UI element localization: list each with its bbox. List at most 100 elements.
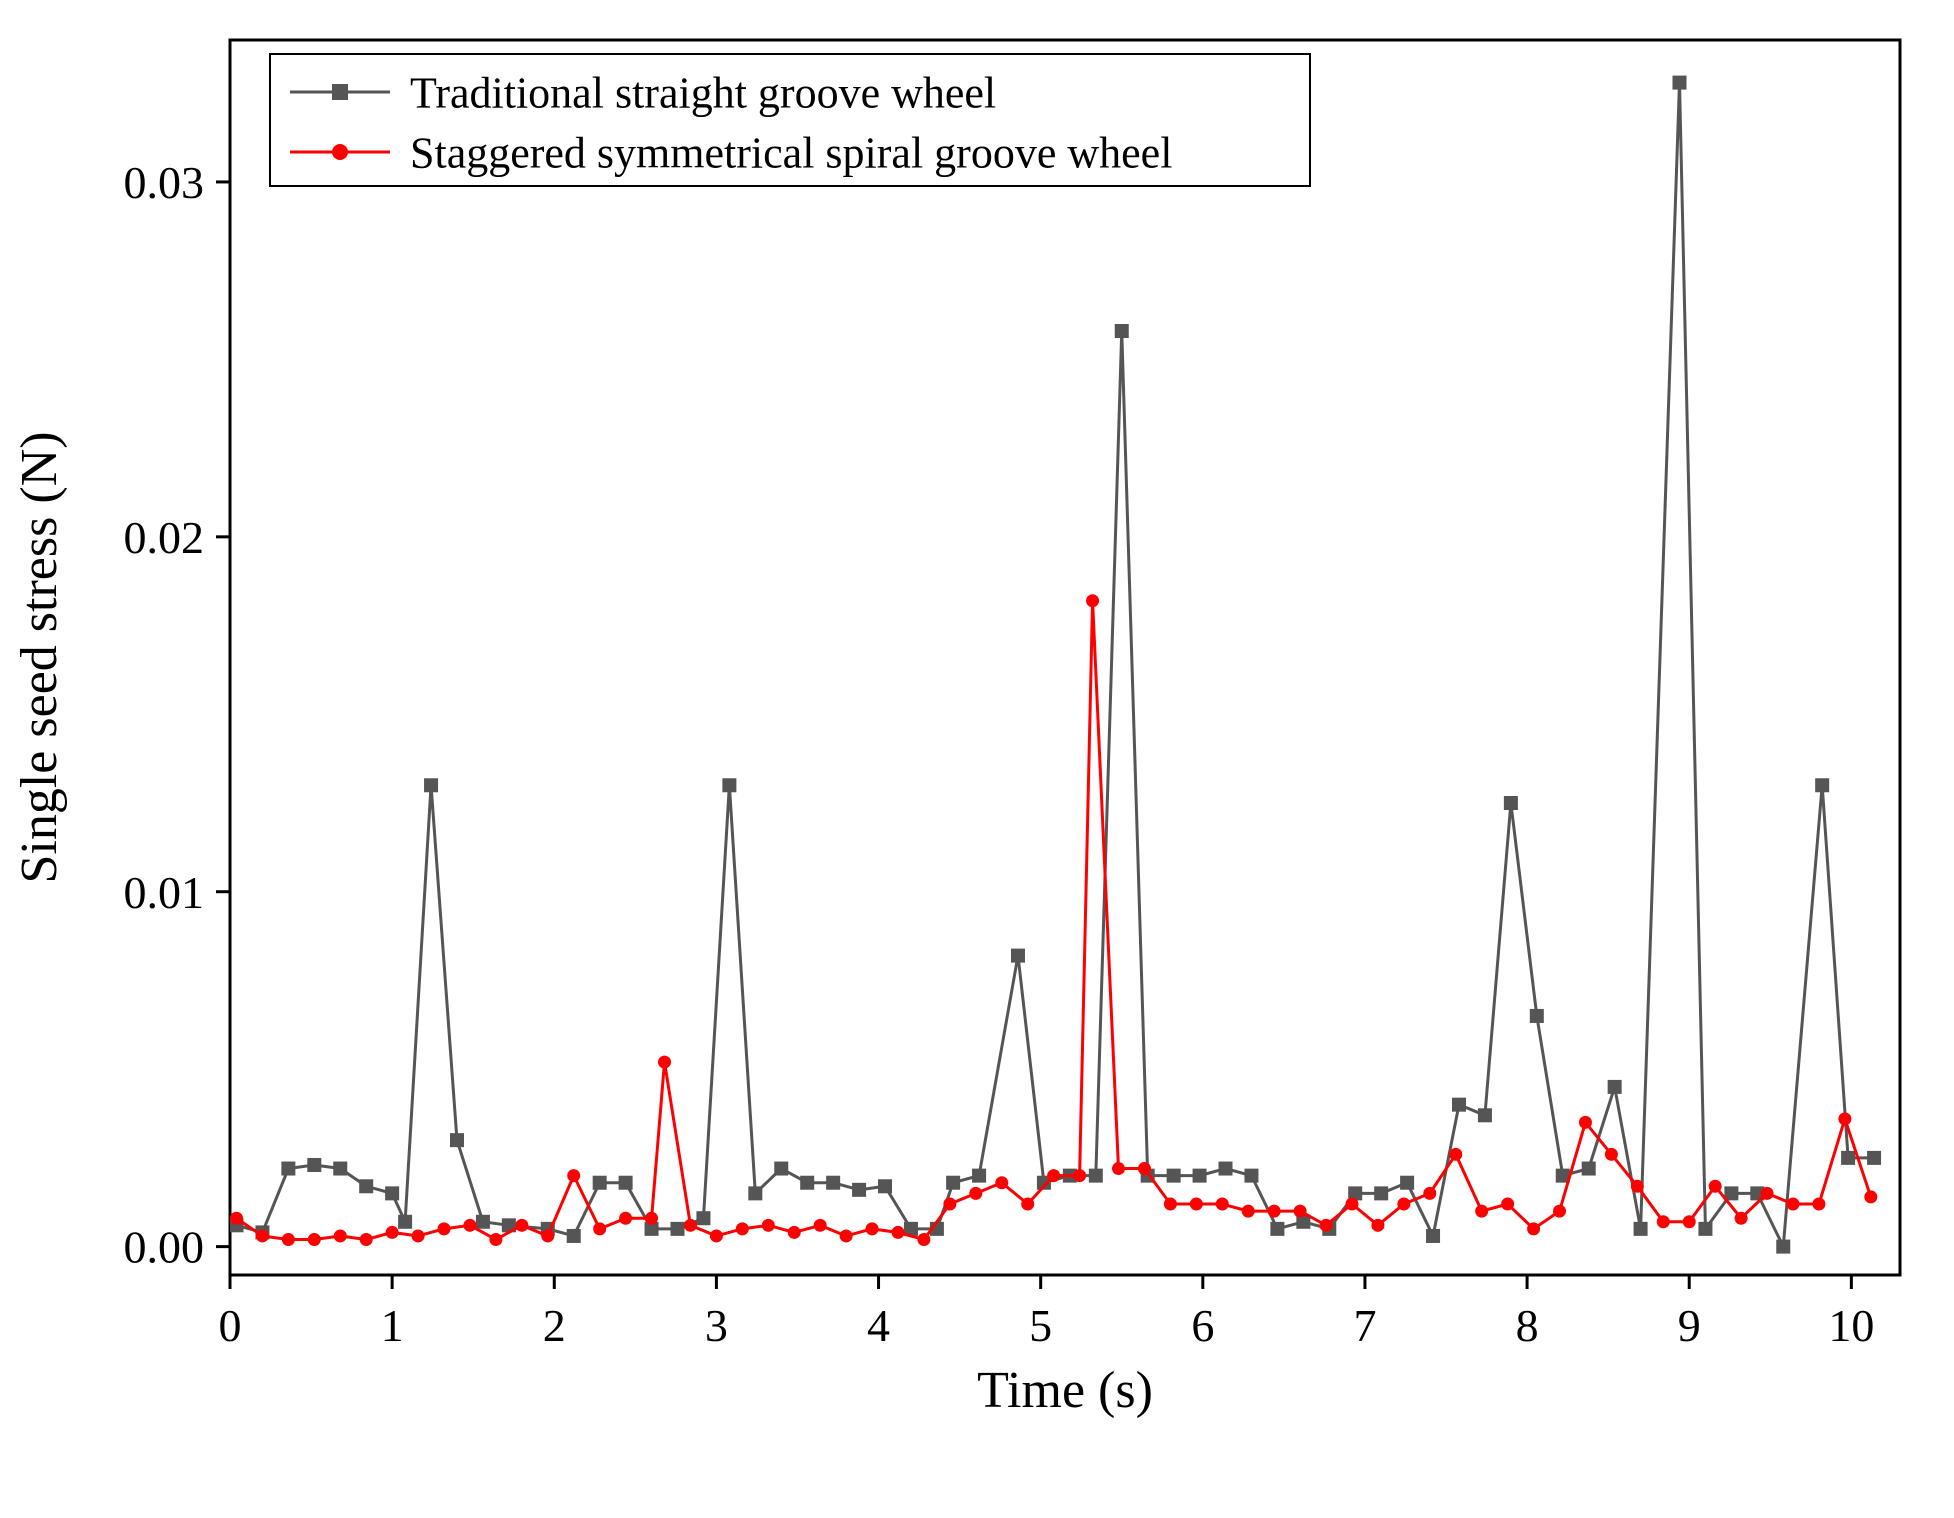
plot-frame [230,40,1900,1275]
marker-circle [360,1233,373,1246]
x-tick-label: 8 [1516,1300,1539,1351]
marker-circle [567,1169,580,1182]
marker-circle [230,1212,243,1225]
marker-square [1219,1162,1233,1176]
y-tick-label: 0.01 [124,867,205,918]
marker-square [385,1186,399,1200]
marker-circle [762,1219,775,1232]
chart-svg: 0123456789100.000.010.020.03Time (s)Sing… [0,0,1954,1518]
marker-circle [1073,1169,1086,1182]
marker-square [476,1215,490,1229]
legend-label: Traditional straight groove wheel [410,68,996,117]
marker-circle [1190,1198,1203,1211]
marker-square [593,1176,607,1190]
marker-circle [1838,1112,1851,1125]
marker-square [1815,778,1829,792]
x-tick-label: 7 [1353,1300,1376,1351]
marker-circle [995,1176,1008,1189]
marker-square [307,1158,321,1172]
chart-container: 0123456789100.000.010.020.03Time (s)Sing… [0,0,1954,1518]
marker-square [281,1162,295,1176]
marker-square [1426,1229,1440,1243]
marker-square [1841,1151,1855,1165]
marker-circle [1216,1198,1229,1211]
marker-circle [1501,1198,1514,1211]
series-staggered [230,594,1877,1246]
marker-circle [1475,1205,1488,1218]
marker-circle [840,1229,853,1242]
marker-circle [438,1222,451,1235]
marker-square [424,778,438,792]
marker-square [878,1179,892,1193]
marker-square [1698,1222,1712,1236]
marker-circle [866,1222,879,1235]
marker-square [1167,1169,1181,1183]
marker-circle [1345,1198,1358,1211]
marker-square [1244,1169,1258,1183]
marker-circle [1449,1148,1462,1161]
x-tick-label: 3 [705,1300,728,1351]
marker-circle [282,1233,295,1246]
marker-circle [710,1229,723,1242]
x-axis-label: Time (s) [977,1362,1153,1419]
marker-circle [1761,1187,1774,1200]
marker-square [567,1229,581,1243]
marker-square [450,1133,464,1147]
marker-circle [463,1219,476,1232]
marker-square [1608,1080,1622,1094]
marker-square [1867,1151,1881,1165]
marker-circle [1242,1205,1255,1218]
marker-circle [1138,1162,1151,1175]
y-axis-label: Single seed stress (N) [11,431,68,883]
marker-circle [1423,1187,1436,1200]
x-tick-label: 0 [219,1300,242,1351]
marker-square [1089,1169,1103,1183]
marker-square [852,1183,866,1197]
marker-circle [386,1226,399,1239]
marker-square [1776,1240,1790,1254]
marker-square [670,1222,684,1236]
marker-square [1478,1108,1492,1122]
x-tick-label: 1 [381,1300,404,1351]
marker-square [1374,1186,1388,1200]
y-tick-label: 0.03 [124,157,205,208]
marker-square [1452,1098,1466,1112]
marker-square [1504,796,1518,810]
x-tick-label: 5 [1029,1300,1052,1351]
marker-circle [684,1219,697,1232]
x-tick-label: 4 [867,1300,890,1351]
marker-circle [1605,1148,1618,1161]
marker-circle [1786,1198,1799,1211]
marker-square [696,1211,710,1225]
marker-circle [917,1233,930,1246]
marker-circle [1657,1215,1670,1228]
marker-circle [1164,1198,1177,1211]
marker-square [359,1179,373,1193]
marker-square [826,1176,840,1190]
x-tick-label: 10 [1828,1300,1874,1351]
marker-circle [489,1233,502,1246]
marker-square [1270,1222,1284,1236]
marker-circle [1047,1169,1060,1182]
marker-square [774,1162,788,1176]
marker-square [333,1162,347,1176]
marker-square [1634,1222,1648,1236]
marker-square [1193,1169,1207,1183]
x-tick-label: 9 [1678,1300,1701,1351]
marker-circle [1735,1212,1748,1225]
marker-circle [969,1187,982,1200]
marker-circle [515,1219,528,1232]
marker-square [748,1186,762,1200]
y-tick-label: 0.02 [124,512,205,563]
marker-circle [645,1212,658,1225]
marker-circle [619,1212,632,1225]
legend-label: Staggered symmetrical spiral groove whee… [410,128,1172,177]
x-tick-label: 2 [543,1300,566,1351]
marker-circle [892,1226,905,1239]
marker-circle [658,1056,671,1069]
marker-circle [1086,594,1099,607]
marker-square [1011,949,1025,963]
marker-circle [541,1229,554,1242]
marker-circle [1112,1162,1125,1175]
marker-circle [736,1222,749,1235]
